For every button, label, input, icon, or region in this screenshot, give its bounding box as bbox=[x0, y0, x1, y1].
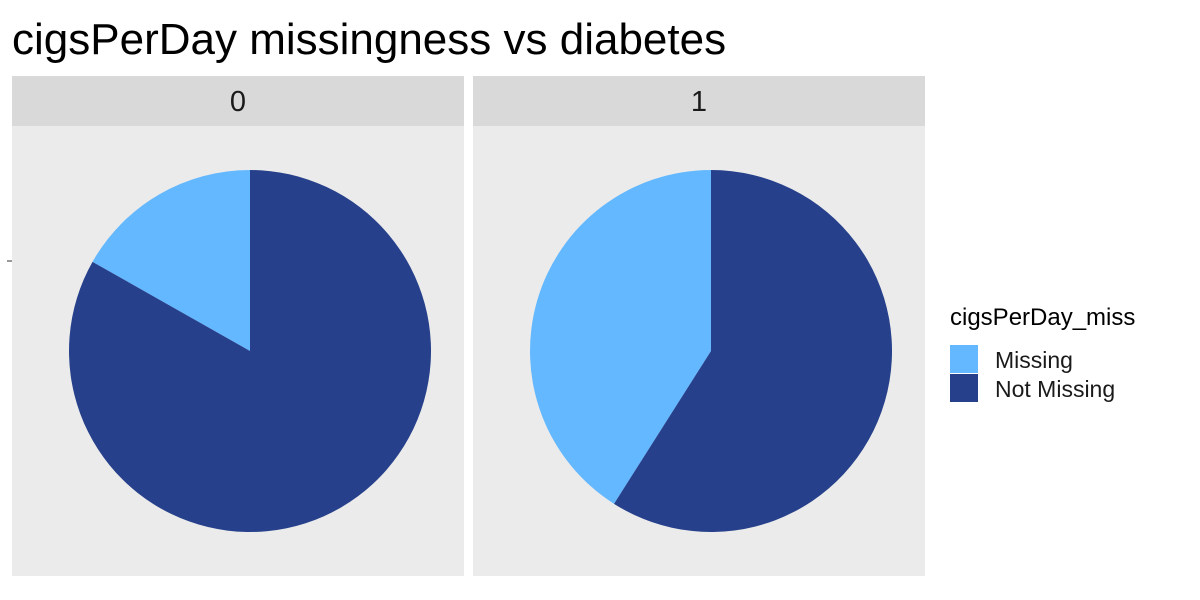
chart-title: cigsPerDay missingness vs diabetes bbox=[12, 15, 727, 64]
pie-slice-not-missing bbox=[614, 169, 893, 533]
facet-strip-label: 1 bbox=[691, 86, 707, 118]
facet-1: 1 bbox=[473, 76, 925, 576]
legend-title: cigsPerDay_miss bbox=[950, 304, 1135, 331]
facet-strip-label: 0 bbox=[230, 86, 246, 118]
legend-key-not-missing bbox=[950, 374, 978, 402]
pie-slice-missing bbox=[530, 170, 711, 504]
legend: cigsPerDay_miss Missing Not Missing bbox=[950, 304, 1135, 402]
pie-slice-not-missing bbox=[69, 169, 432, 532]
legend-label: Missing bbox=[995, 347, 1073, 373]
legend-label: Not Missing bbox=[995, 376, 1115, 402]
facet-strip bbox=[473, 76, 925, 126]
pie-slice-missing bbox=[92, 170, 250, 351]
legend-key-missing bbox=[950, 345, 978, 373]
facet-strip bbox=[12, 76, 464, 126]
facet-0: 0 bbox=[12, 76, 464, 576]
